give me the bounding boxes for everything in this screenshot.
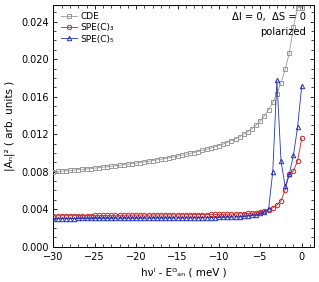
Text: Δl = 0,  ΔS = 0
polarized: Δl = 0, ΔS = 0 polarized: [232, 12, 306, 37]
SPE(C)₃: [267, 208, 271, 211]
SPE(C)₅: [109, 217, 113, 220]
SPE(C)₅: [184, 216, 188, 220]
Line: CDE: CDE: [51, 5, 304, 174]
Line: SPE(C)₅: SPE(C)₅: [51, 78, 304, 221]
SPE(C)₃: [200, 213, 204, 216]
CDE: [51, 170, 55, 173]
SPE(C)₅: [51, 217, 55, 220]
CDE: [184, 153, 188, 156]
SPE(C)₃: [184, 213, 188, 216]
SPE(C)₅: [101, 217, 105, 220]
SPE(C)₅: [267, 207, 271, 211]
SPE(C)₅: [275, 79, 279, 82]
CDE: [200, 149, 204, 152]
CDE: [109, 165, 113, 168]
SPE(C)₃: [138, 213, 142, 217]
SPE(C)₅: [300, 84, 304, 87]
CDE: [296, 6, 300, 9]
Legend: CDE, SPE(C)₃, SPE(C)₅: CDE, SPE(C)₃, SPE(C)₅: [58, 9, 117, 46]
SPE(C)₃: [300, 137, 304, 140]
CDE: [267, 108, 271, 111]
CDE: [300, 6, 304, 9]
Line: SPE(C)₃: SPE(C)₃: [51, 136, 304, 218]
SPE(C)₅: [200, 216, 204, 219]
CDE: [138, 161, 142, 164]
SPE(C)₃: [109, 214, 113, 217]
SPE(C)₃: [51, 214, 55, 217]
Y-axis label: |Aₙ|² ( arb. units ): |Aₙ|² ( arb. units ): [5, 81, 15, 171]
CDE: [101, 166, 105, 169]
SPE(C)₃: [101, 214, 105, 217]
X-axis label: hνᴵ - Eᴳₐₙ ( meV ): hνᴵ - Eᴳₐₙ ( meV ): [141, 267, 226, 277]
SPE(C)₅: [138, 217, 142, 220]
